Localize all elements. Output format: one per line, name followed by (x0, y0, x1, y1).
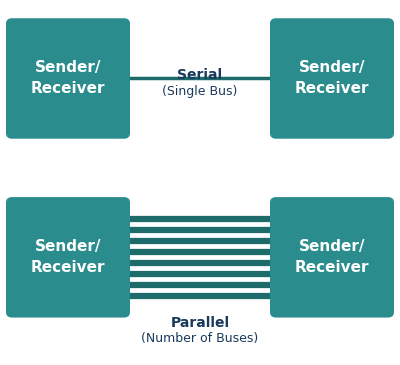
Text: Parallel: Parallel (170, 316, 230, 330)
Text: (Number of Buses): (Number of Buses) (141, 332, 259, 345)
Text: Sender/
Receiver: Sender/ Receiver (295, 239, 369, 275)
FancyBboxPatch shape (270, 18, 394, 139)
Text: Serial: Serial (178, 68, 222, 82)
Text: Sender/
Receiver: Sender/ Receiver (31, 61, 105, 96)
Text: Sender/
Receiver: Sender/ Receiver (31, 239, 105, 275)
FancyBboxPatch shape (6, 18, 130, 139)
Text: (Single Bus): (Single Bus) (162, 85, 238, 98)
FancyBboxPatch shape (6, 197, 130, 318)
FancyBboxPatch shape (270, 197, 394, 318)
Text: Sender/
Receiver: Sender/ Receiver (295, 61, 369, 96)
